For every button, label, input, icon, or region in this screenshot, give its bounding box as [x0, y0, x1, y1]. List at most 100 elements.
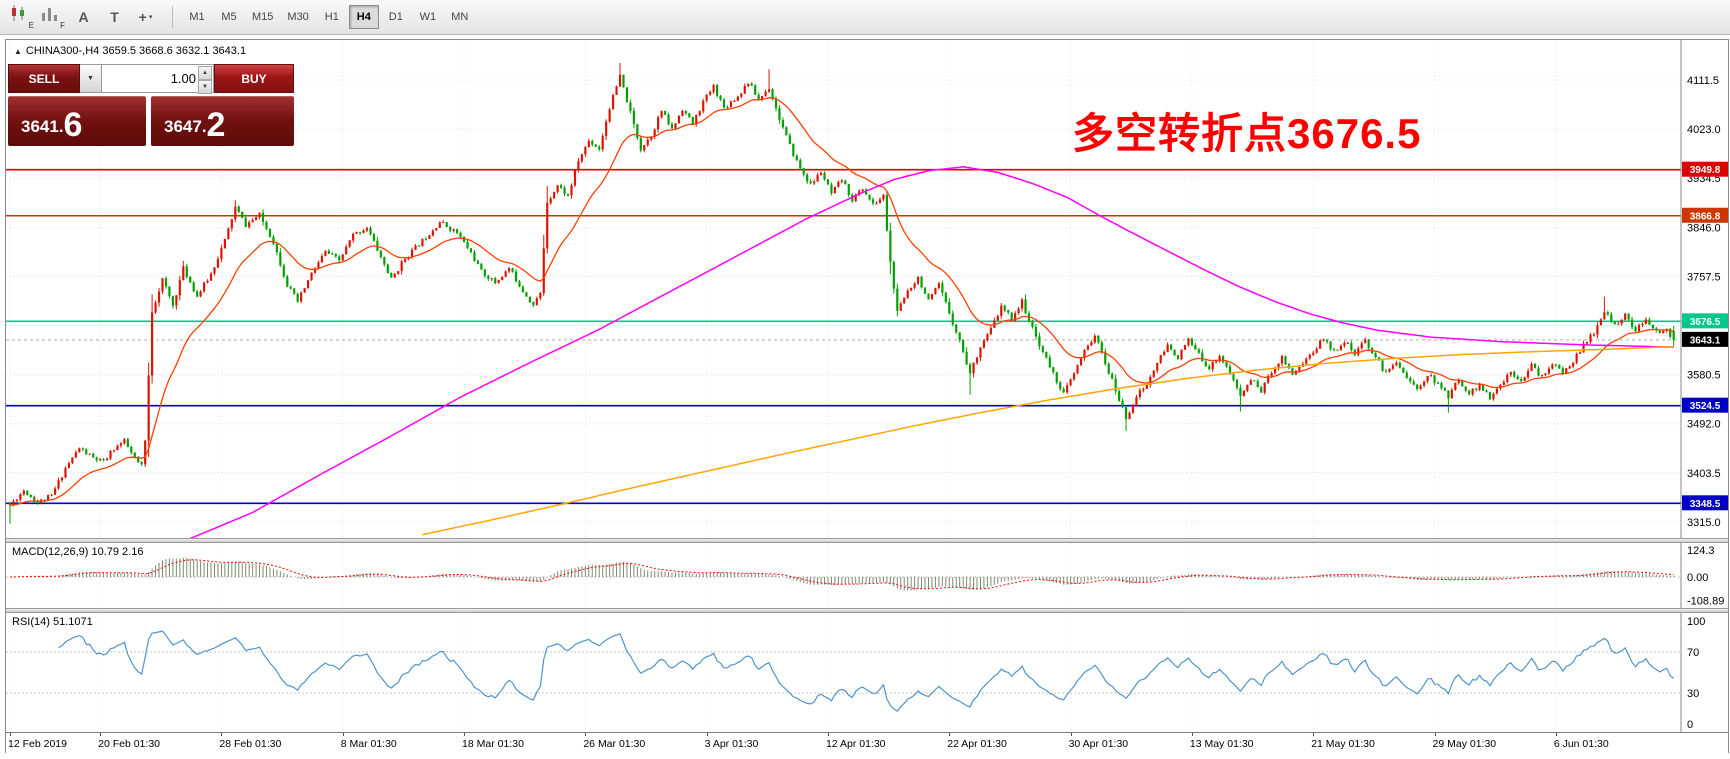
- svg-text:70: 70: [1687, 647, 1699, 659]
- time-axis-label: 21 May 01:30: [1311, 738, 1375, 750]
- crosshair-tool-icon[interactable]: + ▾: [138, 9, 153, 25]
- svg-text:3403.5: 3403.5: [1687, 468, 1721, 480]
- time-axis-label: 30 Apr 01:30: [1068, 738, 1129, 750]
- macd-label: MACD(12,26,9) 10.79 2.16: [12, 546, 144, 558]
- time-axis-tick: [1313, 733, 1315, 736]
- svg-text:3757.5: 3757.5: [1687, 271, 1721, 283]
- bid-price-large-digit: 6: [63, 106, 83, 145]
- timeframe-button-m15[interactable]: M15: [252, 11, 274, 23]
- time-axis-tick: [706, 733, 708, 736]
- ask-price-large-digit: 2: [206, 106, 226, 145]
- bid-price-small: 3641.: [21, 117, 64, 136]
- svg-text:3643.1: 3643.1: [1690, 335, 1721, 346]
- svg-text:-108.89: -108.89: [1687, 596, 1724, 608]
- time-axis-label: 3 Apr 01:30: [704, 738, 759, 750]
- rsi-panel[interactable]: 100 70 30 0 RSI(14) 51.1071: [6, 613, 1728, 732]
- svg-text:4023.0: 4023.0: [1687, 124, 1721, 136]
- panel-splitter[interactable]: [6, 608, 1728, 613]
- one-click-trading-widget: SELL ▼ ▲ ▼ BUY 3641.6: [8, 64, 294, 146]
- time-axis-label: 13 May 01:30: [1189, 738, 1254, 750]
- rsi-svg: 100 70 30 0: [6, 613, 1705, 732]
- annotation-tool-icon[interactable]: A: [78, 9, 89, 25]
- time-axis-tick: [221, 733, 223, 736]
- svg-text:3580.5: 3580.5: [1687, 370, 1721, 382]
- ask-price-small: 3647.: [164, 117, 207, 136]
- volume-spinner: ▲ ▼: [198, 66, 212, 94]
- time-axis-tick: [1555, 733, 1557, 736]
- time-axis-tick: [827, 733, 829, 736]
- svg-text:0.00: 0.00: [1687, 572, 1708, 584]
- time-axis-tick: [464, 733, 466, 736]
- svg-text:3524.5: 3524.5: [1690, 401, 1721, 412]
- macd-svg: 124.3 0.00 -108.89: [6, 543, 1724, 608]
- trade-order-row: SELL ▼ ▲ ▼ BUY: [8, 64, 294, 94]
- macd-panel[interactable]: 124.3 0.00 -108.89 MACD(12,26,9) 10.79 2.1…: [6, 543, 1728, 608]
- svg-text:3348.5: 3348.5: [1690, 499, 1721, 510]
- collapse-triangle-icon[interactable]: ▲: [14, 47, 22, 56]
- svg-text:30: 30: [1687, 688, 1699, 700]
- toolbar: E F A T + ▾ M1 M5 M15 M30 H1 H4 D1 W1 MN: [0, 0, 1730, 35]
- timeframe-button-m1[interactable]: M1: [189, 11, 205, 23]
- time-axis-label: 28 Feb 01:30: [219, 738, 282, 750]
- time-axis-label: 8 Mar 01:30: [340, 738, 397, 750]
- sell-button[interactable]: SELL: [8, 64, 80, 93]
- timeframe-button-m5[interactable]: M5: [221, 11, 237, 23]
- volume-increase-button[interactable]: ▲: [198, 66, 212, 80]
- chart-header-text: CHINA300-,H4 3659.5 3668.6 3632.1 3643.1: [25, 45, 247, 57]
- panel-splitter[interactable]: [6, 538, 1728, 543]
- svg-text:3846.0: 3846.0: [1687, 222, 1721, 234]
- timeframe-button-h4[interactable]: H4: [348, 5, 379, 29]
- bid-price-display[interactable]: 3641. 6: [8, 96, 146, 146]
- ask-price-display[interactable]: 3647. 2: [151, 96, 294, 146]
- time-axis-tick: [100, 733, 102, 736]
- timeframe-button-mn[interactable]: MN: [451, 11, 469, 23]
- timeframe-button-h1[interactable]: H1: [324, 11, 339, 23]
- chart-annotation-text: 多空转折点3676.5: [1072, 110, 1422, 157]
- time-axis-tick: [1434, 733, 1436, 736]
- chart-header: ▲ CHINA300-,H4 3659.5 3668.6 3632.1 3643.…: [14, 45, 246, 57]
- timeframe-button-m30[interactable]: M30: [287, 11, 309, 23]
- time-axis-label: 12 Feb 2019: [8, 738, 67, 750]
- timeframe-button-w1[interactable]: W1: [419, 11, 437, 23]
- volume-decrease-button[interactable]: ▼: [198, 80, 212, 94]
- volume-dropdown-button[interactable]: ▼: [80, 64, 102, 93]
- time-axis-tick: [1191, 733, 1193, 736]
- time-axis-label: 12 Apr 01:30: [825, 738, 886, 750]
- svg-text:3949.8: 3949.8: [1690, 165, 1721, 176]
- svg-text:124.3: 124.3: [1687, 545, 1715, 557]
- svg-text:100: 100: [1687, 616, 1705, 628]
- time-axis-label: 22 Apr 01:30: [947, 738, 1007, 750]
- volume-input[interactable]: [102, 65, 213, 92]
- timeframe-button-d1[interactable]: D1: [388, 11, 403, 23]
- time-axis-tick: [342, 733, 344, 736]
- time-axis-label: 18 Mar 01:30: [462, 738, 524, 750]
- timeframe-buttons: M1 M5 M15 M30 H1 H4 D1 W1 MN: [182, 5, 477, 29]
- text-tool-icon[interactable]: T: [110, 9, 119, 25]
- time-axis-tick: [585, 733, 587, 736]
- time-axis[interactable]: 12 Feb 2019 20 Feb 01:30 28 Feb 01:30 8 Mar…: [6, 732, 1728, 753]
- time-axis-tick: [949, 733, 951, 736]
- time-axis-label: 26 Mar 01:30: [583, 738, 646, 750]
- svg-text:3315.0: 3315.0: [1687, 517, 1721, 529]
- time-axis-tick: [10, 733, 11, 736]
- chart-tool-icons: E F A T + ▾: [8, 4, 163, 30]
- volume-input-wrap: ▲ ▼: [102, 64, 214, 94]
- price-chart-panel[interactable]: 4111.5 4023.0 3934.5 3846.0 3757.5 3580.5 3492…: [6, 40, 1728, 538]
- rsi-label: RSI(14) 51.1071: [12, 616, 93, 628]
- buy-button[interactable]: BUY: [214, 64, 294, 93]
- time-axis-tick: [1070, 733, 1072, 736]
- svg-text:4111.5: 4111.5: [1687, 75, 1719, 87]
- svg-text:0: 0: [1687, 719, 1693, 731]
- trade-quote-row: 3641. 6 3647. 2: [8, 96, 294, 146]
- time-axis-label: 6 Jun 01:30: [1553, 738, 1609, 750]
- svg-text:3676.5: 3676.5: [1690, 317, 1721, 328]
- time-axis-label: 29 May 01:30: [1432, 738, 1497, 750]
- time-axis-label: 20 Feb 01:30: [98, 738, 160, 750]
- candlestick-chart-icon[interactable]: E: [8, 4, 35, 30]
- chart-window: 4111.5 4023.0 3934.5 3846.0 3757.5 3580.5 3492…: [5, 39, 1729, 753]
- svg-text:3866.8: 3866.8: [1690, 211, 1721, 222]
- toolbar-separator: [172, 6, 173, 28]
- bar-chart-icon[interactable]: F: [39, 4, 66, 30]
- price-chart-svg: 4111.54023.03934.53846.03757.53580.53492…: [6, 40, 1728, 538]
- svg-text:3492.0: 3492.0: [1687, 419, 1721, 431]
